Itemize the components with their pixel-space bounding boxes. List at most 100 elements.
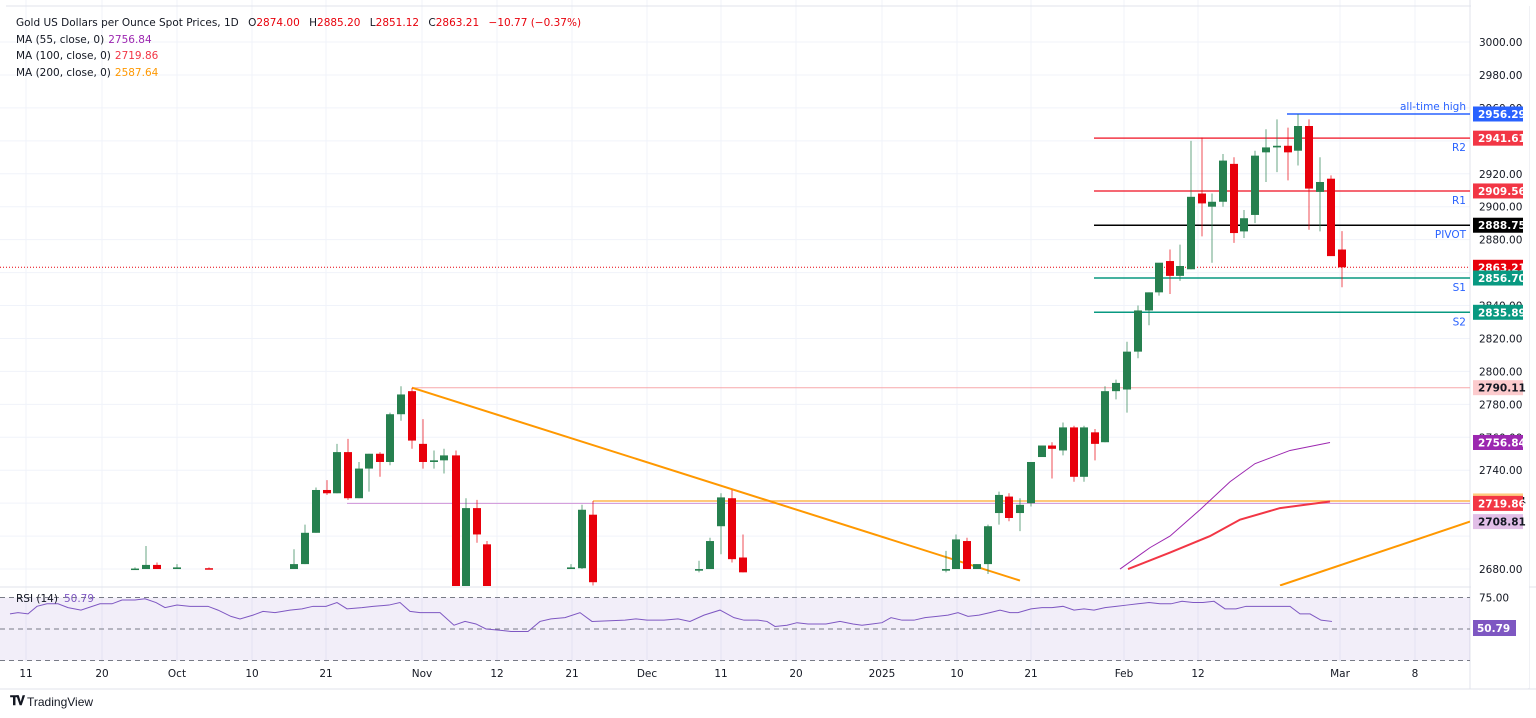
candle[interactable] (1316, 157, 1324, 232)
candle[interactable] (473, 499, 481, 543)
ma55-label: MA (55, close, 0) (16, 33, 105, 46)
candle[interactable] (408, 387, 416, 449)
candle[interactable] (1198, 137, 1206, 237)
candle[interactable] (365, 453, 373, 492)
candle[interactable] (1327, 175, 1335, 257)
candle[interactable] (567, 564, 575, 570)
candle[interactable] (1123, 341, 1131, 413)
candle[interactable] (440, 448, 448, 474)
symbol-row[interactable]: Gold US Dollars per Ounce Spot Prices, 1… (16, 15, 581, 32)
time-tick: 12 (490, 668, 503, 680)
candle[interactable] (1219, 153, 1227, 207)
s2-price-label[interactable]: 2835.89 (1473, 304, 1526, 320)
price-scale[interactable]: 3000.002980.002960.002920.002900.002880.… (1471, 0, 1529, 688)
candle[interactable] (1187, 140, 1195, 270)
candle[interactable] (695, 560, 703, 573)
candle[interactable] (1176, 244, 1184, 281)
candle[interactable] (344, 438, 352, 500)
tradingview-brand[interactable]: 𝐓𝐕 TradingView (10, 694, 93, 709)
candle[interactable] (1230, 157, 1238, 243)
price-tick: 2740.00 (1479, 465, 1522, 477)
candle[interactable] (430, 450, 438, 469)
candle[interactable] (1284, 127, 1292, 181)
candle[interactable] (1208, 193, 1216, 263)
candle[interactable] (1048, 442, 1056, 479)
candle[interactable] (1294, 113, 1302, 166)
candle[interactable] (1262, 129, 1270, 182)
candle[interactable] (995, 491, 1003, 525)
candle[interactable] (728, 489, 736, 563)
candle[interactable] (1251, 150, 1259, 224)
candle[interactable] (153, 562, 161, 570)
candle[interactable] (301, 524, 309, 565)
candle[interactable] (452, 450, 460, 684)
s1-price-label[interactable]: 2856.70 (1473, 270, 1526, 286)
ma55-legend[interactable]: MA (55, close, 0) 2756.84 (16, 32, 581, 49)
r2-price-label[interactable]: 2941.61 (1473, 130, 1526, 146)
candle[interactable] (1080, 425, 1088, 482)
time-scale[interactable]: 11 20 Oct 10 21 Nov 12 21 Dec 11 20 2025 10 21 Feb 12 Ma… (19, 668, 1418, 680)
candle[interactable] (717, 493, 725, 555)
candle[interactable] (578, 504, 586, 570)
candle[interactable] (1166, 249, 1174, 294)
candle[interactable] (483, 541, 491, 618)
ma200-legend[interactable]: MA (200, close, 0) 2587.64 (16, 65, 581, 82)
candle[interactable] (973, 564, 981, 570)
candle[interactable] (355, 461, 363, 499)
trend-lines[interactable] (411, 386, 1470, 586)
candlesticks[interactable] (131, 113, 1346, 684)
candle[interactable] (462, 498, 470, 635)
candle[interactable] (1027, 461, 1035, 507)
ma100-price-label[interactable]: 2719.86 (1473, 495, 1526, 511)
candle[interactable] (1240, 209, 1248, 238)
candle[interactable] (963, 537, 971, 570)
candle[interactable] (333, 443, 341, 494)
candle[interactable] (1038, 445, 1046, 458)
candle[interactable] (706, 537, 714, 570)
candle[interactable] (1091, 429, 1099, 461)
candle[interactable] (397, 386, 405, 421)
time-tick: Feb (1115, 668, 1134, 680)
candle[interactable] (1338, 231, 1346, 288)
candle[interactable] (1101, 386, 1109, 443)
candle[interactable] (589, 501, 597, 586)
candle[interactable] (1155, 262, 1163, 296)
ma55-price-label[interactable]: 2756.84 (1473, 434, 1526, 450)
rsi-price-label[interactable]: 50.79 (1473, 620, 1516, 637)
candle[interactable] (205, 567, 213, 570)
candle[interactable] (984, 524, 992, 574)
svg-text:2719.86: 2719.86 (1478, 498, 1526, 510)
candle[interactable] (1059, 422, 1067, 456)
candle[interactable] (1305, 119, 1313, 230)
candle[interactable] (1273, 119, 1281, 173)
candle[interactable] (1016, 498, 1024, 532)
candle[interactable] (1005, 493, 1013, 522)
pivot-price-label[interactable]: 2888.75 (1473, 217, 1526, 233)
candle[interactable] (419, 419, 427, 469)
candle[interactable] (386, 412, 394, 466)
candle[interactable] (142, 545, 150, 570)
candle[interactable] (312, 487, 320, 533)
candle[interactable] (952, 534, 960, 570)
rsi-legend[interactable]: RSI (14) 50.79 (16, 591, 94, 608)
symbol-title: Gold US Dollars per Ounce Spot Prices, 1… (16, 17, 239, 29)
candle[interactable] (1134, 305, 1142, 359)
all-time-high-price-label[interactable]: 2956.29 (1473, 106, 1526, 122)
candle[interactable] (376, 452, 384, 477)
r1-price-label[interactable]: 2909.56 (1473, 183, 1526, 199)
nov-high-price-label[interactable]: 2790.11 (1473, 380, 1526, 396)
r2-caption: R2 (1452, 142, 1466, 154)
candle[interactable] (323, 480, 331, 495)
rsi-pane[interactable] (0, 597, 1470, 661)
candle[interactable] (173, 564, 181, 570)
candle[interactable] (131, 567, 139, 571)
candle[interactable] (1070, 425, 1078, 482)
candle[interactable] (1145, 292, 1153, 326)
trendline-price-label[interactable]: 2708.81 (1473, 514, 1526, 530)
candle[interactable] (942, 550, 950, 573)
candle[interactable] (1112, 379, 1120, 400)
candle[interactable] (290, 549, 298, 570)
ma100-legend[interactable]: MA (100, close, 0) 2719.86 (16, 48, 581, 65)
candle[interactable] (739, 534, 747, 573)
